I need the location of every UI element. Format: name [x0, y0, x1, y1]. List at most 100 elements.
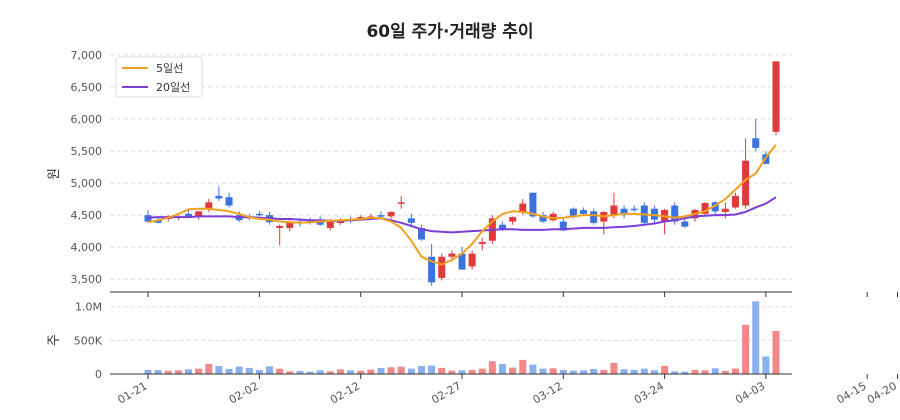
candle-body	[357, 217, 365, 219]
volume-bar	[195, 368, 203, 374]
volume-bar	[691, 369, 699, 374]
volume-bar	[438, 367, 446, 374]
chart-title: 60일 주가·거래량 추이	[366, 22, 533, 42]
price-tick-label: 7,000	[71, 49, 103, 62]
volume-bar	[205, 363, 213, 374]
volume-bar	[306, 371, 314, 374]
candle-body	[478, 242, 486, 244]
candle-body	[539, 215, 547, 222]
candle-body	[205, 202, 213, 209]
volume-bar	[458, 370, 466, 374]
volume-bar	[417, 365, 425, 374]
candle-body	[195, 211, 203, 217]
volume-bar	[539, 368, 547, 374]
volume-bar	[488, 361, 496, 374]
price-tick-label: 6,000	[71, 113, 103, 126]
price-x-tickmarks	[147, 292, 899, 297]
price-tick-label: 6,500	[71, 81, 103, 94]
volume-bar	[296, 370, 304, 374]
volume-bar	[590, 368, 598, 374]
volume-bar	[681, 371, 689, 374]
volume-bar	[650, 370, 658, 374]
volume-bar	[448, 370, 456, 374]
candle-body	[286, 222, 294, 228]
volume-bar	[377, 367, 385, 374]
candle-body	[397, 202, 405, 204]
candle-body	[519, 203, 527, 212]
volume-bar	[671, 371, 679, 374]
price-tick-label: 3,500	[71, 273, 103, 286]
candle-body	[529, 192, 537, 217]
candle-body	[499, 224, 507, 230]
volume-bar	[235, 366, 243, 374]
candle-body	[580, 210, 588, 214]
volume-bar	[164, 370, 172, 374]
candle-body	[428, 256, 436, 283]
volume-bar	[397, 366, 405, 374]
candle-body	[721, 208, 729, 212]
date-tick-label: 02-02	[227, 379, 261, 406]
volume-bar	[499, 363, 507, 374]
volume-bar	[225, 368, 233, 374]
candle-body	[255, 213, 263, 216]
date-tick-label: 01-21	[115, 379, 149, 406]
date-tick-label: 03-24	[632, 379, 666, 406]
volume-bar	[245, 367, 253, 374]
legend-ma20-label: 20일선	[156, 80, 190, 94]
candle-body	[671, 205, 679, 222]
date-tick-label: 02-27	[429, 379, 463, 406]
volume-bar	[620, 369, 628, 374]
volume-bar	[367, 369, 375, 374]
volume-bar	[387, 367, 395, 374]
volume-bars	[144, 301, 780, 374]
volume-bar	[529, 364, 537, 374]
volume-bar	[347, 370, 355, 374]
ma5-line	[147, 144, 777, 266]
candle-body	[590, 211, 598, 223]
candle-body	[407, 218, 415, 223]
date-tick-labels: 01-21 02-02 02-12 02-27 03-12 03-24 04-03 04-15…	[115, 374, 899, 407]
volume-bar	[569, 370, 577, 374]
volume-bar	[772, 330, 780, 374]
price-axis-label: 원	[47, 168, 62, 180]
volume-panel: 0 500K 1.0M 주 01-21 02-02 02-12 02-27 03-12 03-…	[47, 301, 899, 407]
volume-bar	[731, 368, 739, 374]
price-panel: 3,500 4,000 4,500 5,000 5,500 6,000 6,500 7,000…	[47, 49, 899, 297]
candles	[144, 61, 780, 286]
volume-bar	[559, 369, 567, 374]
candle-body	[731, 195, 739, 208]
candle-body	[559, 221, 567, 231]
candle-body	[448, 253, 456, 257]
volume-bar	[721, 370, 729, 374]
candle-body	[681, 221, 689, 227]
date-tick-label: 03-12	[531, 379, 565, 406]
volume-bar	[630, 369, 638, 374]
volume-bar	[407, 368, 415, 374]
volume-grid	[110, 306, 792, 375]
volume-bar	[580, 370, 588, 374]
candle-body	[468, 253, 476, 267]
candle-body	[215, 195, 223, 199]
volume-bar	[357, 370, 365, 374]
volume-bar	[428, 365, 436, 374]
volume-bar	[336, 369, 344, 374]
volume-axis-label: 주	[47, 334, 62, 346]
candle-body	[711, 202, 719, 212]
volume-bar	[742, 324, 750, 374]
volume-bar	[468, 369, 476, 374]
candle-body	[336, 221, 344, 224]
candle-body	[620, 208, 628, 216]
volume-bar	[174, 370, 182, 374]
volume-tick-label: 0	[95, 368, 102, 381]
legend-ma5-label: 5일선	[156, 61, 183, 75]
volume-bar	[478, 368, 486, 374]
volume-bar	[661, 365, 669, 374]
volume-tick-label: 500K	[74, 334, 103, 347]
candle-body	[144, 215, 152, 222]
volume-bar	[549, 368, 557, 374]
candle-body	[276, 226, 284, 228]
candle-body	[154, 220, 162, 223]
candle-body	[509, 217, 517, 222]
candle-body	[569, 208, 577, 218]
candle-body	[752, 138, 760, 148]
